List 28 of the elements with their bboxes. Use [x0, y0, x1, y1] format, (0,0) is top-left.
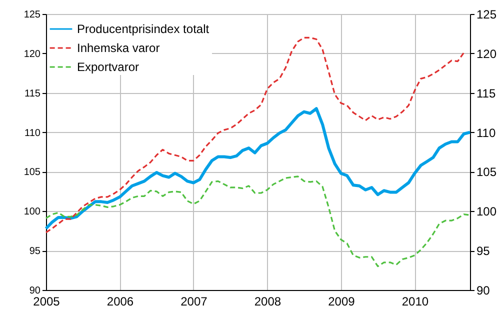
line-series — [44, 107, 472, 230]
line-series — [45, 36, 465, 234]
y-tick-label: 90 — [29, 286, 41, 296]
y2-tick-label: 115 — [476, 86, 496, 100]
y2-tick-label: 105 — [476, 165, 497, 180]
x-tick-label: 2005 — [33, 294, 60, 308]
x-tick-label: 2009 — [328, 294, 356, 308]
x-tick-label: 2006 — [106, 294, 134, 308]
x-tick-label: 2008 — [254, 294, 282, 308]
y-tick-label: 115 — [24, 88, 41, 100]
y-tick-label: 120 — [24, 48, 41, 60]
y2-tick-label: 90 — [476, 284, 490, 298]
y-tick-label: 100 — [24, 206, 41, 218]
y2-tick-label: 120 — [476, 46, 497, 61]
y2-tick-label: 100 — [476, 204, 497, 219]
legend-label: Exportvaror — [77, 60, 140, 74]
y-tick-label: 105 — [24, 167, 41, 178]
x-tick-label: 2007 — [180, 294, 208, 308]
line-series — [45, 176, 471, 268]
y2-tick-label: 110 — [476, 126, 496, 140]
y-tick-label: 110 — [24, 128, 41, 139]
x-tick-label: 2010 — [402, 294, 429, 308]
y-tick-label: 95 — [29, 246, 41, 258]
y2-tick-label: 125 — [476, 8, 497, 22]
legend-label: Inhemska varor — [77, 41, 160, 55]
y2-tick-label: 95 — [476, 244, 490, 258]
y-tick-label: 125 — [24, 10, 41, 20]
legend-label: Producentprisindex totalt — [77, 22, 210, 36]
